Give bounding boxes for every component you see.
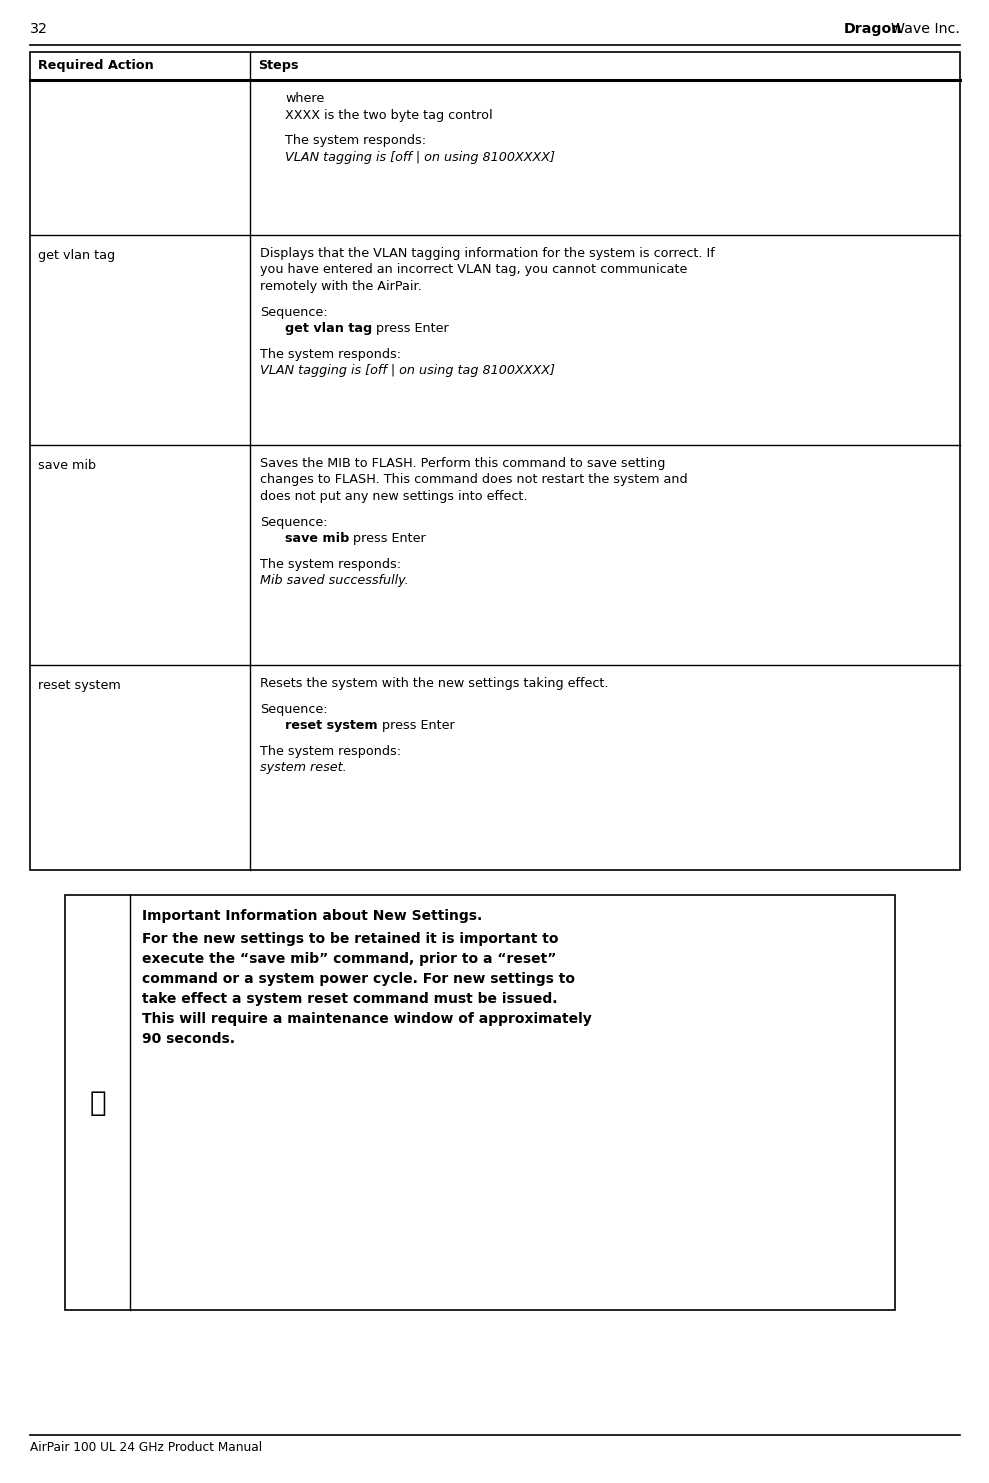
Text: The system responds:: The system responds: (260, 744, 402, 758)
Text: 32: 32 (30, 22, 47, 36)
Text: press Enter: press Enter (349, 532, 426, 546)
Text: VLAN tagging is [off | on using 8100XXXX]: VLAN tagging is [off | on using 8100XXXX… (285, 151, 555, 163)
Text: press Enter: press Enter (378, 719, 454, 733)
Text: Wave Inc.: Wave Inc. (891, 22, 960, 36)
Text: changes to FLASH. This command does not restart the system and: changes to FLASH. This command does not … (260, 473, 687, 486)
Text: This will require a maintenance window of approximately: This will require a maintenance window o… (142, 1013, 591, 1026)
Text: reset system: reset system (285, 719, 378, 733)
Text: Sequence:: Sequence: (260, 305, 327, 319)
Text: For the new settings to be retained it is important to: For the new settings to be retained it i… (142, 931, 559, 946)
Text: The system responds:: The system responds: (260, 347, 402, 360)
Text: reset system: reset system (38, 679, 121, 693)
Text: The system responds:: The system responds: (285, 133, 426, 147)
Text: Dragon: Dragon (844, 22, 902, 36)
Text: 90 seconds.: 90 seconds. (142, 1032, 235, 1047)
Text: does not put any new settings into effect.: does not put any new settings into effec… (260, 489, 527, 503)
Text: Sequence:: Sequence: (260, 703, 327, 716)
Bar (65, 896, 895, 1309)
Text: press Enter: press Enter (372, 322, 449, 335)
Text: The system responds:: The system responds: (260, 558, 402, 571)
Text: system reset.: system reset. (260, 761, 346, 774)
Text: ⓘ: ⓘ (89, 1089, 106, 1117)
Text: get vlan tag: get vlan tag (38, 249, 115, 262)
Text: execute the “save mib” command, prior to a “reset”: execute the “save mib” command, prior to… (142, 952, 557, 965)
Text: Resets the system with the new settings taking effect.: Resets the system with the new settings … (260, 678, 608, 690)
Text: save mib: save mib (38, 460, 96, 472)
Text: Displays that the VLAN tagging information for the system is correct. If: Displays that the VLAN tagging informati… (260, 248, 715, 260)
Text: take effect a system reset command must be issued.: take effect a system reset command must … (142, 992, 558, 1005)
Text: you have entered an incorrect VLAN tag, you cannot communicate: you have entered an incorrect VLAN tag, … (260, 264, 687, 276)
Text: get vlan tag: get vlan tag (285, 322, 372, 335)
Text: Mib saved successfully.: Mib saved successfully. (260, 574, 408, 587)
Text: Sequence:: Sequence: (260, 516, 327, 528)
Text: VLAN tagging is [off | on using tag 8100XXXX]: VLAN tagging is [off | on using tag 8100… (260, 365, 555, 377)
Text: AirPair 100 UL 24 GHz Product Manual: AirPair 100 UL 24 GHz Product Manual (30, 1441, 262, 1453)
Text: XXXX is the two byte tag control: XXXX is the two byte tag control (285, 108, 493, 122)
Text: Saves the MIB to FLASH. Perform this command to save setting: Saves the MIB to FLASH. Perform this com… (260, 457, 666, 470)
Text: command or a system power cycle. For new settings to: command or a system power cycle. For new… (142, 971, 575, 986)
Text: Important Information about New Settings.: Important Information about New Settings… (142, 909, 483, 922)
Text: Required Action: Required Action (38, 58, 153, 71)
Text: Steps: Steps (258, 58, 299, 71)
Bar (30, 52, 960, 871)
Text: remotely with the AirPair.: remotely with the AirPair. (260, 280, 421, 294)
Text: where: where (285, 92, 324, 105)
Text: save mib: save mib (285, 532, 349, 546)
